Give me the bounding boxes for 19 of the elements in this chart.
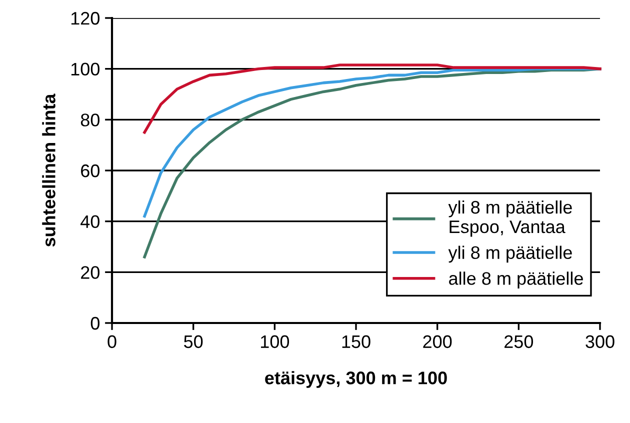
y-tick-label: 40 <box>80 215 100 228</box>
x-tick-label: 100 <box>260 335 290 348</box>
y-tick-label: 100 <box>71 62 100 76</box>
x-axis-title: etäisyys, 300 m = 100 <box>265 371 447 388</box>
x-tick-label: 250 <box>504 335 534 348</box>
y-tick-label: 120 <box>71 12 100 25</box>
x-tick-label: 200 <box>423 335 452 348</box>
x-tick-label: 300 <box>586 335 614 348</box>
y-axis-title: suhteellinen hinta <box>42 94 56 247</box>
x-tick-label: 50 <box>184 335 203 348</box>
line-series <box>143 64 602 134</box>
y-tick-label: 60 <box>81 164 100 178</box>
y-tick-label: 20 <box>81 266 100 279</box>
y-tick-label: 0 <box>90 316 100 330</box>
y-tick-label: 80 <box>80 114 100 126</box>
legend-label: yli 8 m päätielle <box>448 246 572 263</box>
x-tick-label: 0 <box>108 335 116 348</box>
x-tick-label: 150 <box>342 335 370 348</box>
legend-label: alle 8 m päätielle <box>449 272 583 288</box>
